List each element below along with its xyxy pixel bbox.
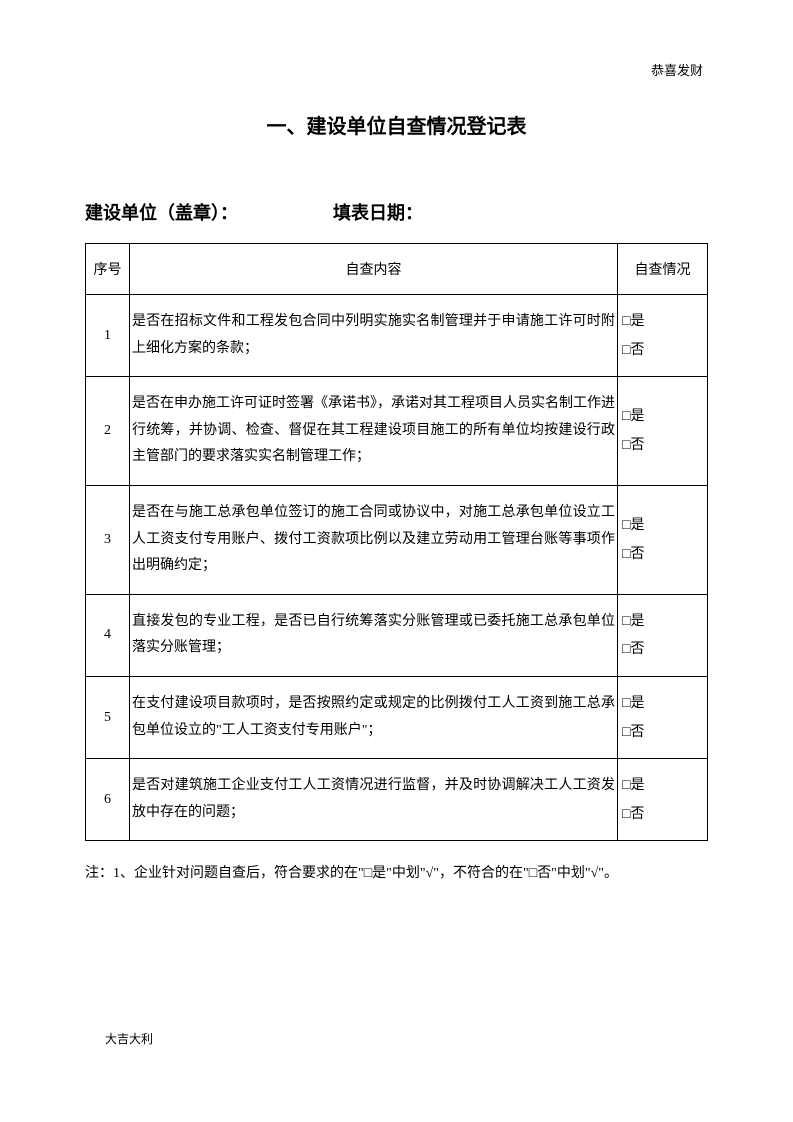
status-yes-label: 是 — [630, 614, 644, 629]
row-content: 直接发包的专业工程，是否已自行统筹落实分账管理或已委托施工总承包单位落实分账管理… — [130, 594, 618, 676]
row-content: 是否在申办施工许可证时签署《承诺书》，承诺对其工程项目人员实名制工作进行统筹，并… — [130, 377, 618, 486]
row-content: 在支付建设项目款项时，是否按照约定或规定的比例拨付工人工资到施工总承包单位设立的… — [130, 676, 618, 758]
row-status: □是□否 — [618, 759, 708, 841]
header-top-right: 恭喜发财 — [651, 60, 703, 79]
header-content: 自查内容 — [130, 244, 618, 295]
row-status: □是□否 — [618, 676, 708, 758]
status-yes-option: □是 — [622, 771, 703, 800]
row-seq: 6 — [86, 759, 130, 841]
status-yes-label: 是 — [630, 409, 644, 424]
status-no-label: 否 — [630, 547, 644, 562]
footer-bottom-left: 大吉大利 — [105, 1030, 153, 1047]
table-row: 5在支付建设项目款项时，是否按照约定或规定的比例拨付工人工资到施工总承包单位设立… — [86, 676, 708, 758]
status-yes-option: □是 — [622, 689, 703, 718]
status-yes-option: □是 — [622, 511, 703, 540]
row-status: □是□否 — [618, 377, 708, 486]
status-yes-label: 是 — [630, 696, 644, 711]
row-content: 是否对建筑施工企业支付工人工资情况进行监督，并及时协调解决工人工资发放中存在的问… — [130, 759, 618, 841]
status-no-option: □否 — [622, 800, 703, 829]
status-no-option: □否 — [622, 635, 703, 664]
status-no-option: □否 — [622, 540, 703, 569]
form-header-line: 建设单位（盖章）： 填表日期： — [85, 199, 708, 225]
table-row: 1是否在招标文件和工程发包合同中列明实施实名制管理并于申请施工许可时附上细化方案… — [86, 295, 708, 377]
status-yes-option: □是 — [622, 307, 703, 336]
status-no-option: □否 — [622, 336, 703, 365]
header-seq: 序号 — [86, 244, 130, 295]
date-label: 填表日期： — [333, 199, 423, 225]
table-row: 4直接发包的专业工程，是否已自行统筹落实分账管理或已委托施工总承包单位落实分账管… — [86, 594, 708, 676]
page-title: 一、建设单位自查情况登记表 — [85, 110, 708, 139]
row-status: □是□否 — [618, 594, 708, 676]
status-yes-label: 是 — [630, 518, 644, 533]
inspection-table: 序号 自查内容 自查情况 1是否在招标文件和工程发包合同中列明实施实名制管理并于… — [85, 243, 708, 841]
row-seq: 5 — [86, 676, 130, 758]
status-yes-option: □是 — [622, 607, 703, 636]
table-row: 3是否在与施工总承包单位签订的施工合同或协议中，对施工总承包单位设立工人工资支付… — [86, 485, 708, 594]
row-seq: 3 — [86, 485, 130, 594]
status-yes-option: □是 — [622, 402, 703, 431]
table-row: 2是否在申办施工许可证时签署《承诺书》，承诺对其工程项目人员实名制工作进行统筹，… — [86, 377, 708, 486]
row-status: □是□否 — [618, 295, 708, 377]
status-yes-label: 是 — [630, 778, 644, 793]
row-seq: 1 — [86, 295, 130, 377]
status-no-label: 否 — [630, 807, 644, 822]
status-no-option: □否 — [622, 431, 703, 460]
status-no-label: 否 — [630, 642, 644, 657]
unit-label: 建设单位（盖章）： — [85, 199, 238, 225]
row-seq: 2 — [86, 377, 130, 486]
status-no-option: □否 — [622, 718, 703, 747]
row-seq: 4 — [86, 594, 130, 676]
status-no-label: 否 — [630, 438, 644, 453]
row-content: 是否在招标文件和工程发包合同中列明实施实名制管理并于申请施工许可时附上细化方案的… — [130, 295, 618, 377]
row-content: 是否在与施工总承包单位签订的施工合同或协议中，对施工总承包单位设立工人工资支付专… — [130, 485, 618, 594]
table-row: 6是否对建筑施工企业支付工人工资情况进行监督，并及时协调解决工人工资发放中存在的… — [86, 759, 708, 841]
header-status: 自查情况 — [618, 244, 708, 295]
note-text: 注：1、企业针对问题自查后，符合要求的在"□是"中划"√"，不符合的在"□否"中… — [85, 861, 708, 886]
row-status: □是□否 — [618, 485, 708, 594]
table-header-row: 序号 自查内容 自查情况 — [86, 244, 708, 295]
status-no-label: 否 — [630, 725, 644, 740]
status-yes-label: 是 — [630, 314, 644, 329]
status-no-label: 否 — [630, 343, 644, 358]
